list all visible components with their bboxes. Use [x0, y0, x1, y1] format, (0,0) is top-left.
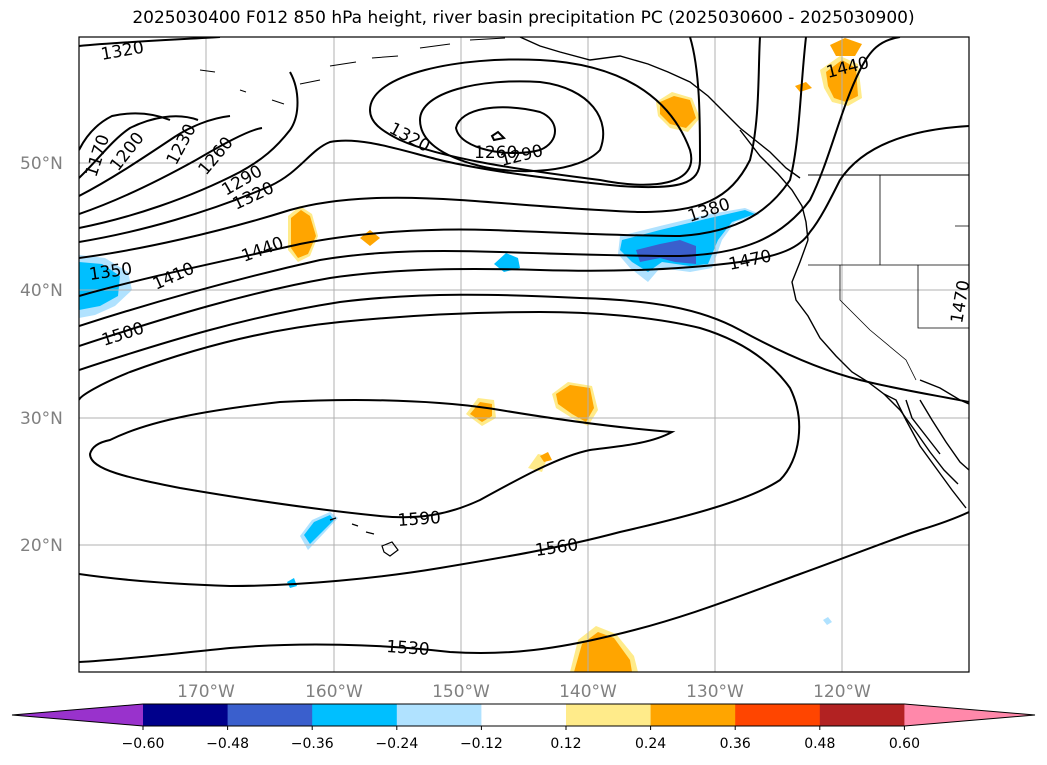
neg-anomaly-small: [494, 253, 520, 272]
us-west-coast: [791, 239, 967, 509]
contour-label: 1470: [947, 279, 974, 325]
neg-anomaly-tiny: [287, 578, 297, 588]
contour-1170: [79, 112, 171, 151]
lat-label: 30°N: [20, 409, 63, 429]
contour-label: 1440: [239, 233, 286, 267]
contour-1500: [79, 293, 969, 403]
colorbar-segment: [396, 704, 482, 726]
contour-label: 1200: [106, 129, 148, 175]
pos-anomaly-tiny-south-core: [540, 452, 552, 462]
contour-label: 1410: [150, 259, 198, 295]
contour-label-group: 1320 1170 1200 1230 1260 1290 1320 1320 …: [82, 38, 975, 660]
contour-label: 1470: [727, 246, 773, 275]
colorbar-tick-label: 0.36: [720, 736, 751, 752]
bc-coast: [739, 129, 809, 241]
baja: [883, 393, 959, 485]
contour-label: 1560: [534, 535, 580, 561]
state-borders: [808, 175, 969, 381]
contour-label: 1260: [474, 143, 517, 163]
colorbar-extend-min: [12, 704, 143, 726]
contour-1320-west: [79, 37, 702, 243]
contour-1290-loop: [454, 106, 556, 155]
pos-anomaly-bc-coast-core: [660, 96, 696, 128]
neg-anomaly-tiny-east: [823, 617, 832, 625]
aleutians: [199, 37, 506, 105]
colorbar: [11, 703, 1036, 727]
colorbar-tick-label: −0.12: [460, 736, 503, 752]
contour-label: 1530: [386, 637, 431, 660]
lon-label: 170°W: [177, 682, 235, 702]
neg-anomaly-hawaii-core: [304, 515, 334, 544]
colorbar-tick-label: 0.12: [550, 736, 581, 752]
contour-1350-loop: [368, 58, 693, 186]
lon-label: 150°W: [432, 682, 490, 702]
lat-label: 50°N: [20, 154, 63, 174]
contour-1470: [79, 125, 969, 347]
contour-label: 1590: [397, 508, 442, 531]
contour-1380: [79, 37, 761, 259]
pos-anomaly-ne-dot: [795, 82, 812, 92]
contour-1320-northwest: [79, 37, 221, 47]
contour-1260-center: [490, 130, 507, 142]
lon-label: 160°W: [305, 682, 363, 702]
contour-1320-loop: [418, 80, 605, 173]
neg-anomaly-west-core: [79, 262, 120, 310]
colorbar-segment: [819, 704, 905, 726]
contour-1440: [79, 37, 901, 327]
contour-1410: [79, 37, 807, 297]
colorbar-labels: −0.60 −0.48 −0.36 −0.24 −0.12 0.12 0.24 0.36 0.4…: [122, 726, 920, 752]
colorbar-tick-label: −0.36: [291, 736, 334, 752]
pos-anomaly-162w-core: [291, 210, 316, 258]
hawaii: [329, 517, 399, 557]
precip-shading: [79, 38, 862, 672]
colorbar-extend-max: [904, 704, 1035, 726]
contour-1290-west: [79, 71, 299, 229]
contour-1590-closed: [88, 399, 676, 519]
contour-label: 1170: [82, 132, 114, 179]
contour-1260-west: [79, 127, 263, 215]
colorbar-tick-label: −0.48: [206, 736, 249, 752]
contour-label: 1320: [99, 38, 145, 65]
gulf-of-california: [919, 399, 969, 471]
contour-1200: [79, 115, 199, 179]
contour-label: 1500: [99, 318, 146, 350]
colorbar-segment: [312, 704, 398, 726]
map-title: 2025030400 F012 850 hPa height, river ba…: [132, 8, 915, 28]
contour-1530: [79, 511, 969, 663]
lon-label: 120°W: [813, 682, 871, 702]
colorbar-tick-label: −0.24: [375, 736, 418, 752]
coastlines: [199, 37, 969, 557]
colorbar-segment: [143, 704, 229, 726]
pos-anomaly-ne-top: [830, 38, 862, 56]
colorbar-segment: [650, 704, 736, 726]
colorbar-tick-label: 0.48: [804, 736, 835, 752]
colorbar-segment: [481, 704, 567, 726]
pos-anomaly-30n-east-core: [556, 385, 594, 422]
alaska-coast: [519, 37, 801, 179]
map-frame: [78, 36, 970, 673]
neg-anomaly-pacific-nw-dark: [636, 240, 696, 264]
lat-label: 20°N: [20, 536, 63, 556]
colorbar-segment: [227, 704, 313, 726]
colorbar-tick-label: −0.60: [122, 736, 165, 752]
colorbar-tick-label: 0.24: [635, 736, 666, 752]
colorbar-tick-label: 0.60: [889, 736, 920, 752]
contour-1560: [79, 310, 801, 588]
lon-label: 140°W: [559, 682, 617, 702]
contour-1230: [79, 115, 231, 197]
height-contours: [79, 37, 969, 663]
lat-label: 40°N: [20, 281, 63, 301]
colorbar-segment: [735, 704, 821, 726]
colorbar-segment: [566, 704, 652, 726]
gridlines: [79, 37, 969, 672]
lon-label: 130°W: [686, 682, 744, 702]
